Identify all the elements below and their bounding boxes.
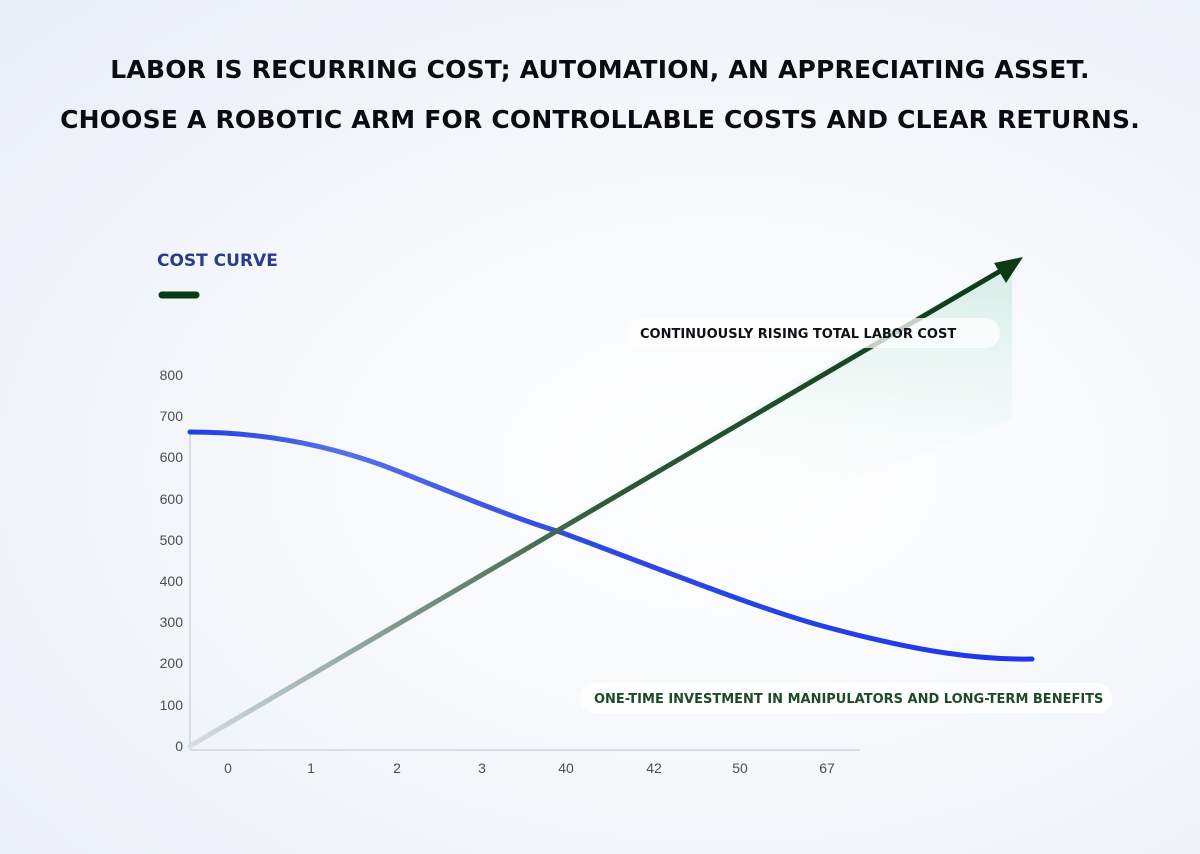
- y-tick-label: 600: [160, 449, 184, 465]
- labor-label-pill: [628, 318, 1000, 348]
- y-tick-label: 100: [160, 697, 184, 713]
- y-tick-label: 400: [160, 573, 184, 589]
- x-tick-label: 3: [478, 760, 486, 776]
- x-tick-label: 1: [307, 760, 315, 776]
- x-tick-label: 42: [646, 760, 662, 776]
- labor-cost-arrowhead: [994, 257, 1023, 283]
- y-tick-label: 600: [160, 491, 184, 507]
- y-tick-label: 300: [160, 614, 184, 630]
- y-tick-label: 700: [160, 408, 184, 424]
- y-tick-label: 200: [160, 655, 184, 671]
- labor-cost-annotation: CONTINUOUSLY RISING TOTAL LABOR COST: [640, 327, 956, 342]
- x-tick-label: 0: [224, 760, 232, 776]
- investment-curve-line: [187, 429, 1035, 662]
- x-tick-label: 50: [732, 760, 748, 776]
- headline-line-2: CHOOSE A ROBOTIC ARM FOR CONTROLLABLE CO…: [60, 105, 1140, 134]
- y-tick-label: 500: [160, 532, 184, 548]
- y-tick-label: 0: [175, 738, 183, 754]
- investment-annotation: ONE-TIME INVESTMENT IN MANIPULATORS AND …: [594, 692, 1103, 707]
- y-tick-labels: 0 100 200 300 400 500 600 600 700 800: [160, 367, 184, 754]
- y-tick-label: 800: [160, 367, 184, 383]
- x-tick-label: 40: [558, 760, 574, 776]
- x-tick-label: 67: [819, 760, 835, 776]
- x-tick-label: 2: [393, 760, 401, 776]
- investment-label-pill: [580, 683, 1112, 713]
- x-tick-labels: 0 1 2 3 40 42 50 67: [224, 760, 835, 776]
- headline-line-1: LABOR IS RECURRING COST; AUTOMATION, AN …: [110, 55, 1090, 84]
- labor-cost-line: [187, 267, 1005, 749]
- legend-title: COST CURVE: [157, 251, 278, 271]
